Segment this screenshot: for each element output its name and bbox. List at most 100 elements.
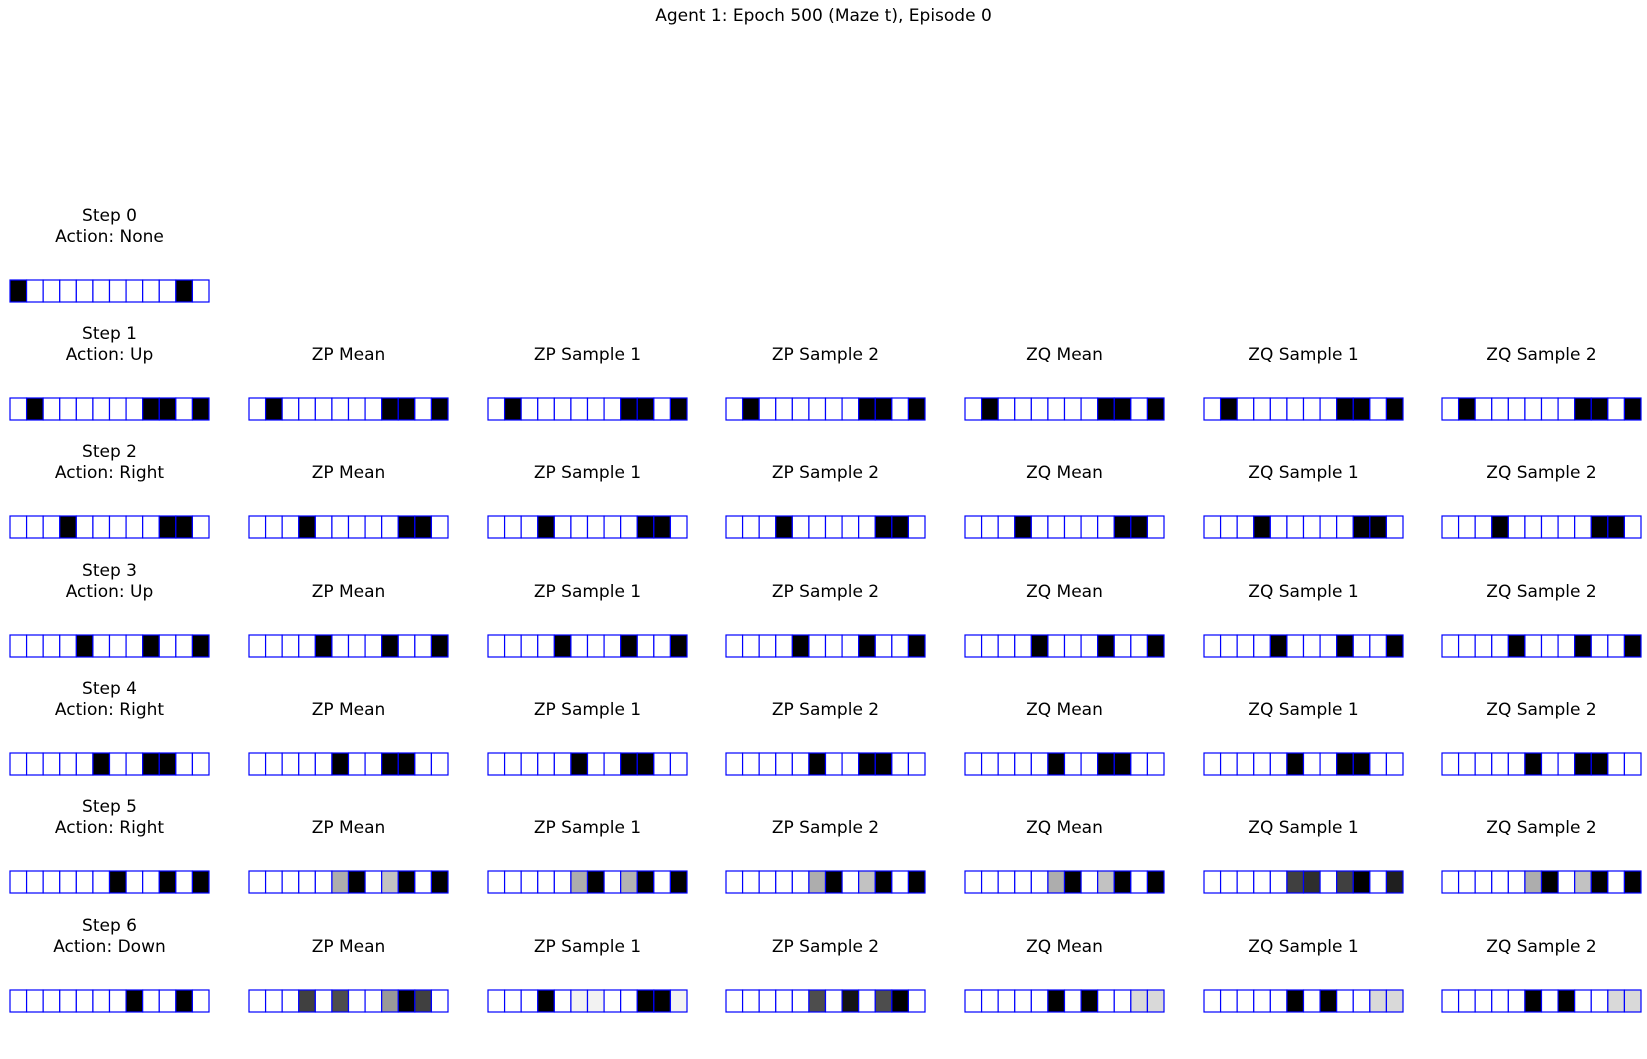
step-5-panel-5-title-line-0: ZQ Sample 2 — [1486, 818, 1597, 838]
grid-cell — [907, 515, 926, 539]
grid-cell — [1236, 870, 1255, 894]
grid-cell — [808, 634, 827, 658]
grid-cell — [1219, 515, 1238, 539]
grid-cell — [1219, 989, 1238, 1013]
grid-cell — [1385, 989, 1404, 1013]
grid-cell — [669, 634, 688, 658]
step-4-panel-4-title-line-0: ZQ Sample 1 — [1248, 700, 1359, 720]
grid-cell — [874, 397, 893, 421]
grid-cell — [653, 752, 672, 776]
step-3-panel-5-title: ZQ Sample 2 — [1427, 582, 1647, 603]
grid-cell — [964, 989, 983, 1013]
grid-cell — [364, 989, 383, 1013]
step-6-panel-0-title: ZP Mean — [234, 937, 464, 958]
grid-cell — [25, 752, 44, 776]
grid-cell — [791, 989, 810, 1013]
grid-cell — [1336, 515, 1354, 539]
grid-cell — [570, 870, 589, 894]
grid-cell — [758, 515, 777, 539]
step-6-title-line-1: Action: Down — [53, 937, 166, 957]
grid-cell — [841, 870, 860, 894]
step-0-title-line-0: Step 0 — [82, 206, 137, 226]
grid-cell — [430, 515, 449, 539]
grid-cell — [92, 515, 111, 539]
step-4-panel-0-title-line-0: ZP Mean — [311, 700, 386, 720]
grid-cell — [1080, 515, 1099, 539]
grid-cell — [553, 397, 572, 421]
grid-cell — [808, 989, 827, 1013]
step-5-panel-2-title-line-0: ZP Sample 2 — [771, 818, 880, 838]
grid-cell — [741, 870, 760, 894]
grid-cell — [92, 989, 111, 1013]
step-2-panel-2-title: ZP Sample 2 — [711, 463, 941, 484]
grid-cell — [520, 515, 539, 539]
step-2-panel-0-title: ZP Mean — [234, 463, 464, 484]
step-4-title: Step 4 Action: Right — [0, 679, 225, 721]
grid-cell — [430, 634, 449, 658]
grid-cell — [1441, 397, 1460, 421]
grid-cell — [1557, 634, 1576, 658]
step-4-panel-5-title-line-0: ZQ Sample 2 — [1486, 700, 1597, 720]
grid-cell — [1302, 634, 1321, 658]
grid-cell — [503, 634, 522, 658]
grid-cell — [841, 397, 860, 421]
grid-cell — [586, 752, 605, 776]
step-6-panel-3-grid — [964, 989, 1165, 1013]
grid-cell — [1385, 870, 1404, 894]
grid-cell — [314, 515, 333, 539]
step-3-observation-grid — [9, 634, 210, 658]
grid-cell — [1203, 989, 1222, 1013]
step-6-panel-1-title: ZP Sample 1 — [473, 937, 703, 958]
grid-cell — [741, 752, 760, 776]
grid-cell — [92, 279, 111, 303]
grid-cell — [191, 989, 210, 1013]
grid-cell — [1336, 989, 1354, 1013]
grid-cell — [298, 989, 316, 1013]
step-6-panel-1-grid — [487, 989, 688, 1013]
grid-cell — [1269, 752, 1288, 776]
grid-cell — [1302, 397, 1321, 421]
grid-cell — [125, 397, 144, 421]
grid-cell — [1097, 634, 1115, 658]
grid-cell — [791, 870, 810, 894]
step-6-observation-grid — [9, 989, 210, 1013]
grid-cell — [858, 634, 876, 658]
grid-cell — [175, 634, 194, 658]
grid-cell — [1286, 989, 1305, 1013]
grid-cell — [1524, 989, 1543, 1013]
grid-cell — [858, 515, 876, 539]
grid-cell — [75, 989, 94, 1013]
grid-cell — [1203, 397, 1222, 421]
grid-cell — [1352, 634, 1371, 658]
step-5-panel-5-grid — [1441, 870, 1642, 894]
step-3-panel-4-title-line-0: ZQ Sample 1 — [1248, 582, 1359, 602]
grid-cell — [620, 397, 638, 421]
grid-cell — [603, 989, 622, 1013]
grid-cell — [841, 752, 860, 776]
grid-cell — [158, 870, 177, 894]
grid-cell — [603, 634, 622, 658]
grid-cell — [331, 752, 350, 776]
step-2-panel-0-grid — [248, 515, 449, 539]
grid-cell — [42, 397, 61, 421]
grid-cell — [669, 989, 688, 1013]
grid-cell — [381, 752, 399, 776]
step-1-panel-3-grid — [964, 397, 1165, 421]
grid-cell — [191, 279, 210, 303]
grid-cell — [397, 515, 416, 539]
grid-cell — [553, 870, 572, 894]
grid-cell — [1574, 397, 1592, 421]
grid-cell — [553, 634, 572, 658]
grid-cell — [997, 397, 1016, 421]
grid-cell — [1269, 634, 1288, 658]
figure-title: Agent 1: Epoch 500 (Maze t), Episode 0 — [655, 6, 992, 26]
grid-cell — [125, 634, 144, 658]
grid-cell — [553, 515, 572, 539]
grid-cell — [1336, 870, 1354, 894]
grid-cell — [1474, 870, 1493, 894]
step-3-panel-3-title: ZQ Mean — [950, 582, 1180, 603]
grid-cell — [59, 870, 77, 894]
grid-cell — [824, 515, 843, 539]
grid-cell — [503, 870, 522, 894]
grid-cell — [537, 752, 555, 776]
